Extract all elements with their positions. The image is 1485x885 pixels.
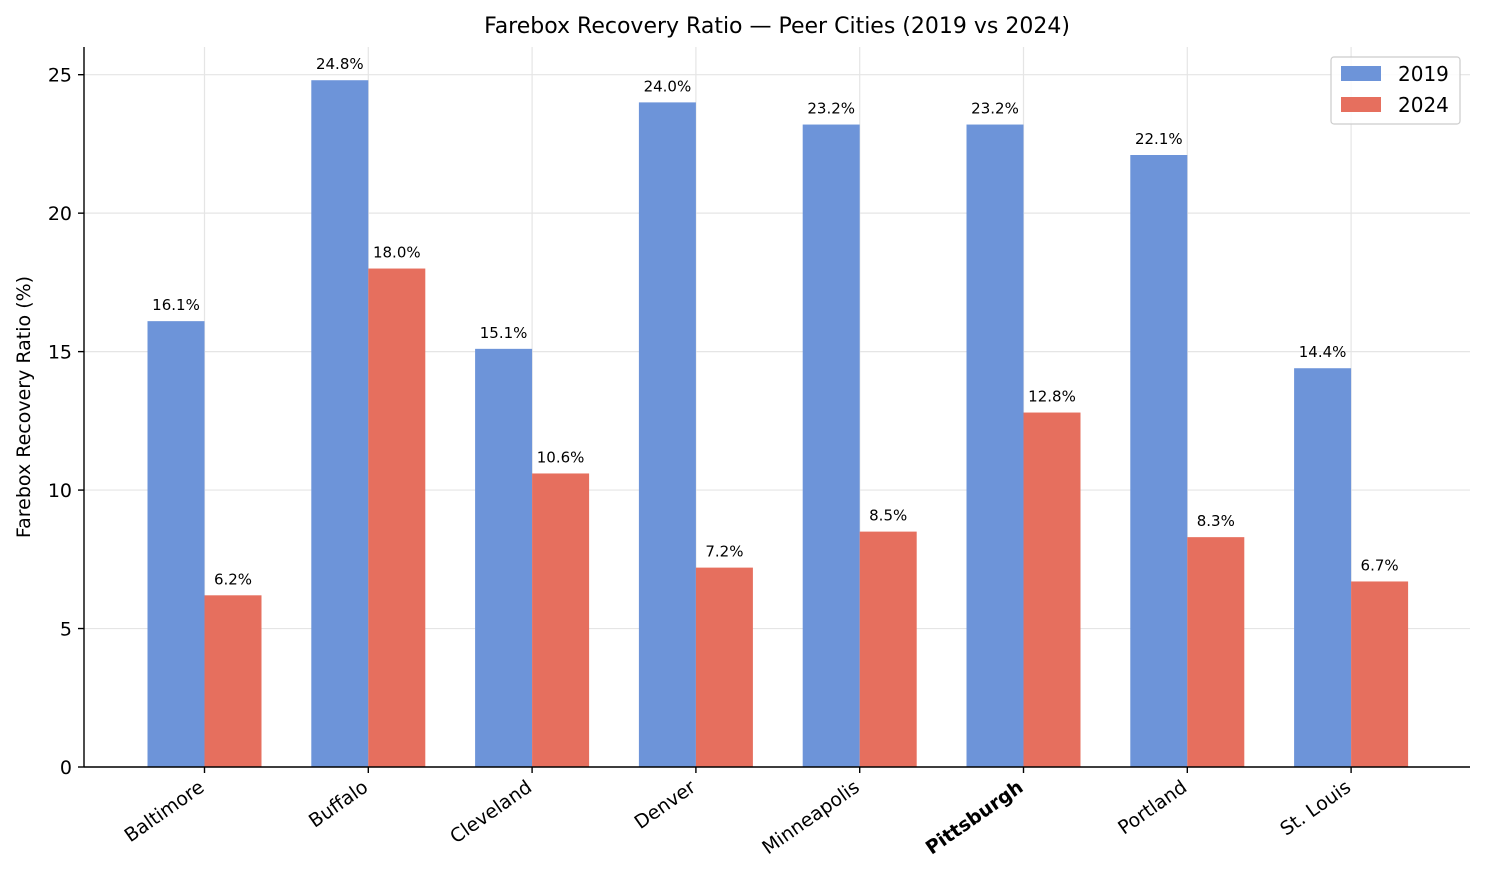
bar-2019-denver <box>638 102 696 767</box>
bar-2019-portland <box>1130 155 1188 767</box>
data-label: 15.1% <box>480 324 528 342</box>
x-tick-label: St. Louis <box>1276 776 1355 840</box>
bar-2019-minneapolis <box>802 124 860 768</box>
data-label: 24.0% <box>644 77 692 95</box>
data-label: 14.4% <box>1299 343 1347 361</box>
data-label: 7.2% <box>705 543 743 561</box>
y-tick-label: 20 <box>48 203 72 225</box>
data-label: 6.2% <box>214 570 252 588</box>
bar-2019-st-louis <box>1294 368 1352 767</box>
data-label: 23.2% <box>807 100 855 118</box>
data-label: 6.7% <box>1361 556 1399 574</box>
data-label: 22.1% <box>1135 130 1183 148</box>
x-tick-label: Portland <box>1114 776 1191 839</box>
bar-2024-denver <box>695 567 753 767</box>
y-tick-label: 0 <box>60 757 72 779</box>
grid-layer <box>84 47 1470 768</box>
data-label: 10.6% <box>537 448 585 466</box>
bar-2019-buffalo <box>311 80 369 767</box>
bar-2024-baltimore <box>204 595 262 767</box>
x-tick-label: Pittsburgh <box>922 776 1028 859</box>
data-label: 8.5% <box>869 507 907 525</box>
bar-2024-portland <box>1187 537 1245 767</box>
data-label: 8.3% <box>1197 512 1235 530</box>
bar-2024-cleveland <box>532 473 590 767</box>
bars-layer <box>147 80 1409 768</box>
legend-label: 2024 <box>1398 93 1449 117</box>
bar-2024-st-louis <box>1351 581 1409 767</box>
legend-swatch-2019 <box>1341 66 1381 81</box>
x-tick-label: Cleveland <box>446 776 536 848</box>
data-label: 24.8% <box>316 55 364 73</box>
data-labels-layer: 16.1% 24.8% 15.1% 24.0% 23.2% 23.2% 22.1% 14.4%… <box>152 55 1398 588</box>
bar-2019-cleveland <box>475 348 533 767</box>
bar-2024-minneapolis <box>859 531 917 767</box>
y-tick-label: 10 <box>48 480 72 502</box>
y-tick-label: 25 <box>48 65 72 87</box>
y-axis-label: Farebox Recovery Ratio (%) <box>13 276 35 538</box>
legend-label: 2019 <box>1398 62 1449 86</box>
bar-2019-baltimore <box>147 321 205 767</box>
axes-layer <box>83 47 1470 768</box>
data-label: 23.2% <box>971 100 1019 118</box>
y-tick-label: 15 <box>48 342 72 364</box>
data-label: 16.1% <box>152 296 200 314</box>
bar-2019-pittsburgh <box>966 124 1024 768</box>
data-label: 12.8% <box>1028 388 1076 406</box>
x-tick-label: Buffalo <box>305 776 372 832</box>
bar-2024-pittsburgh <box>1023 412 1081 767</box>
legend-swatch-2024 <box>1341 97 1381 112</box>
bar-2024-buffalo <box>368 268 426 767</box>
x-tick-label: Baltimore <box>120 776 208 847</box>
data-label: 18.0% <box>373 244 421 262</box>
x-tick-label: Minneapolis <box>758 776 863 859</box>
y-tick-label: 5 <box>60 619 72 641</box>
x-tick-label: Denver <box>631 776 700 834</box>
chart-title: Farebox Recovery Ratio — Peer Cities (20… <box>484 14 1070 39</box>
legend: 2019 2024 <box>1330 56 1461 125</box>
